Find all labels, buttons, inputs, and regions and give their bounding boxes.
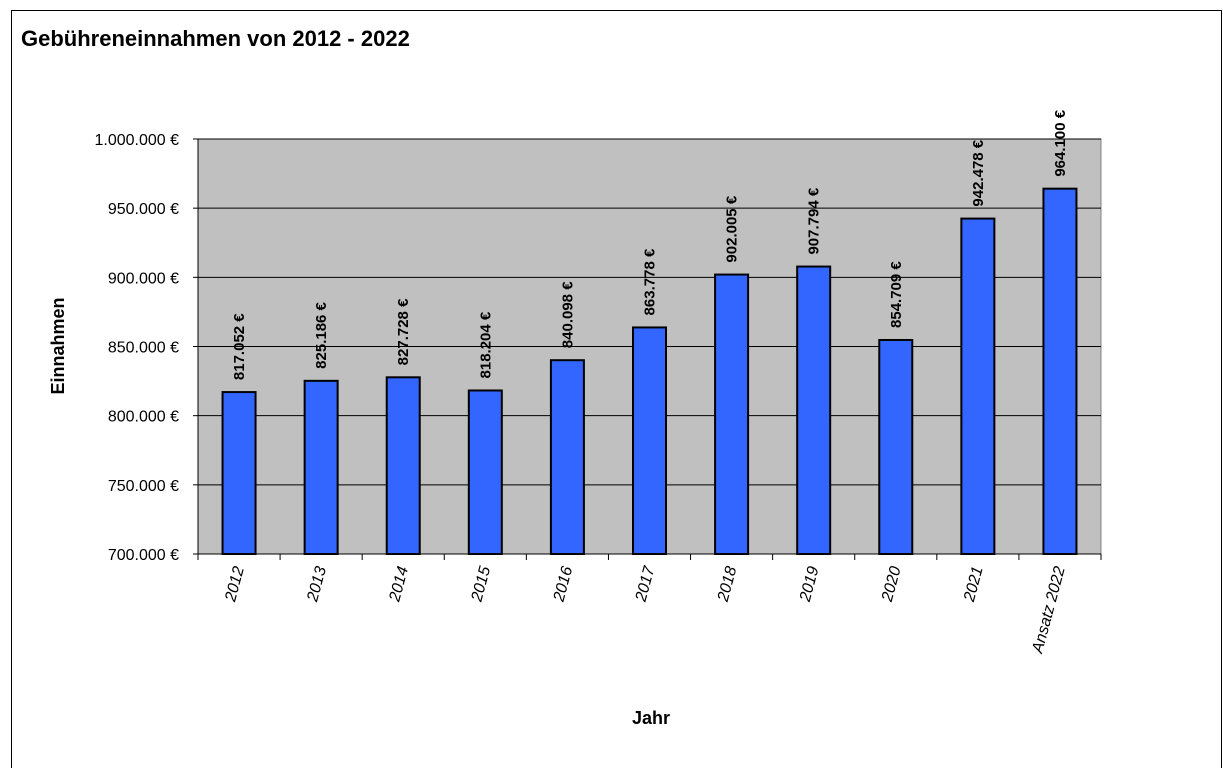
bar-2014 <box>385 376 421 555</box>
data-labels: 817.052 € 825.186 € 827.728 € 818.204 € 840.… <box>231 109 1069 380</box>
bar-ansatz-2022 <box>1042 187 1078 556</box>
x-tick-label: 2017 <box>632 564 658 605</box>
data-label: 942.478 € <box>970 139 987 206</box>
x-axis-title: Jahr <box>632 708 670 728</box>
data-label: 840.098 € <box>559 281 576 348</box>
x-tick-labels: 2012 2013 2014 2015 2016 2017 2018 2019 2020 2021… <box>222 564 1069 656</box>
y-tick-label: 950.000 € <box>108 201 179 218</box>
y-tick-label: 850.000 € <box>108 340 179 357</box>
x-tick-label: 2014 <box>386 565 412 605</box>
bar-2019 <box>796 265 832 555</box>
data-label: 863.778 € <box>642 248 659 315</box>
x-tick-label: 2013 <box>304 565 330 605</box>
data-label: 817.052 € <box>231 313 248 380</box>
data-label: 854.709 € <box>888 261 905 328</box>
bar-2016 <box>549 359 585 555</box>
bar-2021 <box>960 217 996 555</box>
chart-title: Gebühreneinnahmen von 2012 - 2022 <box>21 26 410 51</box>
x-tick-label: Ansatz 2022 <box>1029 565 1069 656</box>
data-label: 907.794 € <box>806 187 823 254</box>
y-tick-label: 700.000 € <box>108 547 179 564</box>
y-tick-label: 1.000.000 € <box>94 132 179 149</box>
x-tick-label: 2021 <box>961 565 987 605</box>
bar-2017 <box>632 326 667 555</box>
x-tick-label: 2016 <box>550 565 576 605</box>
data-label: 827.728 € <box>395 298 412 365</box>
x-tick-label: 2015 <box>468 565 494 605</box>
bar-2015 <box>467 389 503 555</box>
y-tick-label: 750.000 € <box>108 478 179 495</box>
y-tick-label: 900.000 € <box>108 270 179 287</box>
x-tick-label: 2020 <box>879 565 905 605</box>
bar-2013 <box>303 379 339 555</box>
bar-2012 <box>221 391 257 555</box>
data-label: 902.005 € <box>724 195 741 262</box>
x-tick-label: 2019 <box>797 565 823 605</box>
bar-2020 <box>878 338 914 555</box>
y-tick-label: 800.000 € <box>108 409 179 426</box>
bars <box>221 187 1078 556</box>
data-label: 818.204 € <box>477 311 494 378</box>
bar-2018 <box>714 273 750 555</box>
x-tick-label: 2012 <box>222 565 248 605</box>
y-axis-title: Einnahmen <box>48 297 68 394</box>
x-tick-label: 2018 <box>715 565 741 605</box>
y-tick-labels: 700.000 € 750.000 € 800.000 € 850.000 € 900.… <box>94 132 179 564</box>
data-label: 964.100 € <box>1052 109 1069 176</box>
data-label: 825.186 € <box>313 301 330 368</box>
